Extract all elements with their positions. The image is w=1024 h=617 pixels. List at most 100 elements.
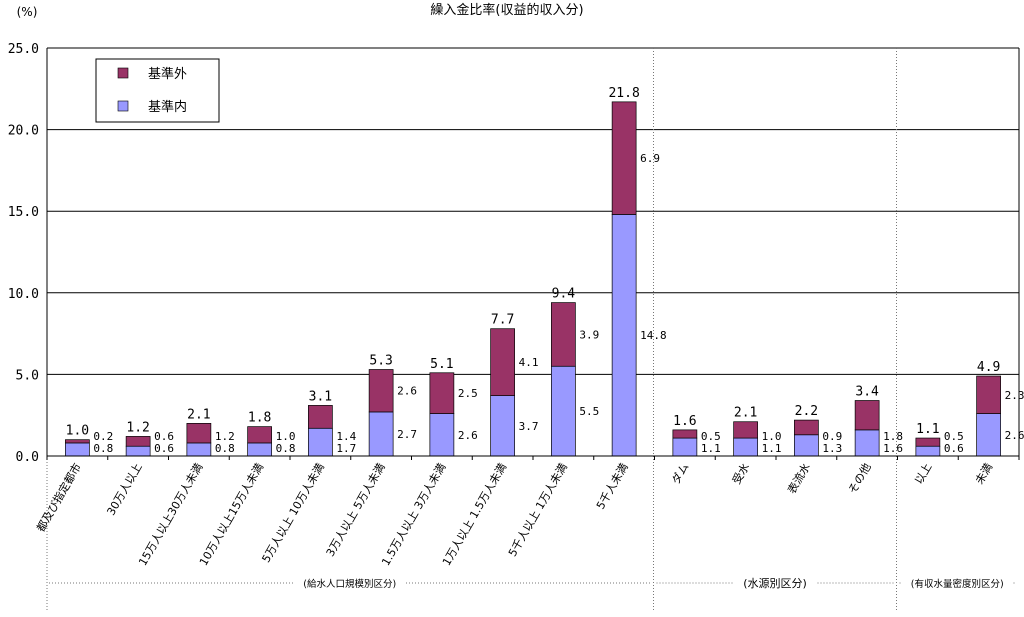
category-label: 以上 — [912, 461, 934, 487]
category-label: ダム — [668, 461, 691, 487]
category-label: 1万人以上 1.5万人未満 — [440, 461, 509, 568]
total-value-label: 5.3 — [369, 354, 392, 369]
total-value-label: 2.1 — [187, 407, 210, 422]
category-label: その他 — [846, 461, 874, 496]
segment-label-inside: 0.6 — [944, 442, 964, 455]
segment-label-inside: 1.3 — [822, 442, 842, 455]
bar-segment-inside — [794, 434, 819, 457]
bar-segment-outside — [186, 423, 212, 444]
bar-segment-inside — [854, 429, 880, 457]
segment-label-outside: 0.2 — [93, 430, 113, 443]
bar-segment-inside — [733, 437, 758, 457]
legend-label-inside: 基準内 — [148, 99, 187, 115]
bar-segment-outside — [125, 436, 151, 447]
data-labels: 1.0 0.20.81.20.60.62.11.20.81.81.00.83.11… — [66, 86, 1024, 455]
bar-segment-outside — [308, 405, 333, 429]
segment-label-outside: 1.0 — [276, 430, 296, 443]
y-tick-label: 10.0 — [8, 287, 39, 302]
legend-swatch-outside — [117, 67, 129, 79]
y-tick-label: 20.0 — [8, 124, 39, 139]
segment-label-inside: 2.6 — [1005, 429, 1024, 442]
bar-segment-outside — [247, 426, 272, 444]
segment-label-outside: 4.1 — [519, 356, 539, 369]
segment-label-inside: 0.8 — [93, 442, 113, 455]
segment-label-inside: 1.7 — [336, 442, 356, 455]
y-tick-label: 0.0 — [16, 450, 39, 465]
bar-segment-outside — [672, 429, 698, 439]
bar-segment-inside — [611, 214, 637, 457]
category-label: 5千人未満 — [594, 461, 631, 512]
bar-segment-inside — [247, 442, 272, 457]
segment-label-outside: 2.5 — [458, 387, 478, 400]
segment-label-outside: 2.6 — [397, 385, 417, 398]
group-label: (有収水量密度別区分) — [911, 578, 1004, 590]
segment-label-outside: 1.0 — [762, 430, 782, 443]
category-label: 3万人以上 5万人未満 — [324, 461, 388, 559]
bar-segment-inside — [368, 411, 394, 457]
bar-segment-inside — [429, 413, 455, 457]
total-value-label: 1.2 — [126, 420, 149, 435]
bar-segment-outside — [551, 302, 576, 367]
segment-label-outside: 2.3 — [1005, 389, 1024, 402]
y-tick-label: 5.0 — [16, 368, 39, 383]
bar-segment-inside — [976, 413, 1001, 457]
group-label: (給水人口規模別区分) — [303, 578, 396, 590]
axes: 0.0 5.0 10.0 15.0 20.0 25.0 — [8, 42, 1020, 465]
category-label: 5万人以上 10万人未満 — [259, 461, 327, 565]
total-value-label: 9.4 — [552, 287, 576, 302]
segment-label-outside: 6.9 — [640, 152, 660, 165]
bar-segment-outside — [915, 437, 941, 447]
segment-label-outside: 1.4 — [336, 430, 356, 443]
segment-label-inside: 1.6 — [883, 442, 903, 455]
bar-segment-outside — [65, 439, 90, 444]
total-value-label: 1.1 — [916, 422, 939, 437]
category-labels: 都及び指定都市 30万人以上15万人以上30万人未満10万人以上15万人未満5万人… — [33, 461, 995, 568]
segment-label-outside: 0.6 — [154, 430, 174, 443]
group-dividers — [46, 48, 897, 612]
total-value-label: 3.1 — [309, 389, 332, 404]
bar-segment-outside — [611, 101, 637, 215]
bar-segment-inside — [308, 427, 333, 457]
bar-segment-outside — [854, 400, 880, 431]
category-label: 10万人以上15万人未満 — [197, 461, 266, 568]
bars — [65, 101, 1001, 457]
y-tick-label: 15.0 — [8, 205, 39, 220]
total-value-label: 7.7 — [491, 313, 514, 328]
category-label: 15万人以上30万人未満 — [136, 461, 205, 568]
bar-segment-outside — [490, 328, 515, 396]
segment-label-inside: 2.7 — [397, 428, 417, 441]
legend: 基準外 基準内 — [95, 58, 220, 123]
total-value-label: 3.4 — [855, 385, 879, 400]
total-value-label: 1.0 — [66, 424, 89, 439]
y-axis-unit: (%) — [17, 5, 38, 19]
segment-label-inside: 14.8 — [640, 329, 667, 342]
total-value-label: 4.9 — [977, 360, 1000, 375]
total-value-label: 5.1 — [430, 357, 453, 372]
group-label: (水源別区分) — [743, 576, 807, 590]
bar-segment-inside — [125, 445, 151, 457]
category-label: 30万人以上 — [104, 461, 144, 518]
total-value-label: 21.8 — [608, 86, 639, 101]
total-value-label: 1.8 — [248, 411, 271, 426]
legend-box — [95, 58, 220, 123]
bar-segment-inside — [551, 365, 576, 457]
segment-label-outside: 0.9 — [822, 430, 842, 443]
category-label: 受水 — [730, 461, 752, 487]
total-value-label: 1.6 — [673, 414, 696, 429]
segment-label-outside: 1.2 — [215, 430, 235, 443]
total-value-label: 2.1 — [734, 406, 757, 421]
bar-segment-outside — [368, 369, 394, 413]
segment-label-outside: 0.5 — [701, 430, 721, 443]
bar-segment-inside — [65, 442, 90, 457]
group-labels: (給水人口規模別区分) (水源別区分) (有収水量密度別区分) — [49, 576, 1015, 590]
bar-segment-outside — [429, 372, 455, 414]
bar-segment-outside — [794, 419, 819, 436]
bar-segment-inside — [915, 445, 941, 457]
segment-label-inside: 0.8 — [215, 442, 235, 455]
chart-title: 繰入金比率(収益的収入分) — [430, 2, 583, 18]
category-label: 5千人以上 1万人未満 — [506, 461, 570, 559]
segment-label-inside: 5.5 — [579, 405, 599, 418]
total-value-label: 2.2 — [795, 404, 818, 419]
segment-label-inside: 3.7 — [519, 420, 539, 433]
